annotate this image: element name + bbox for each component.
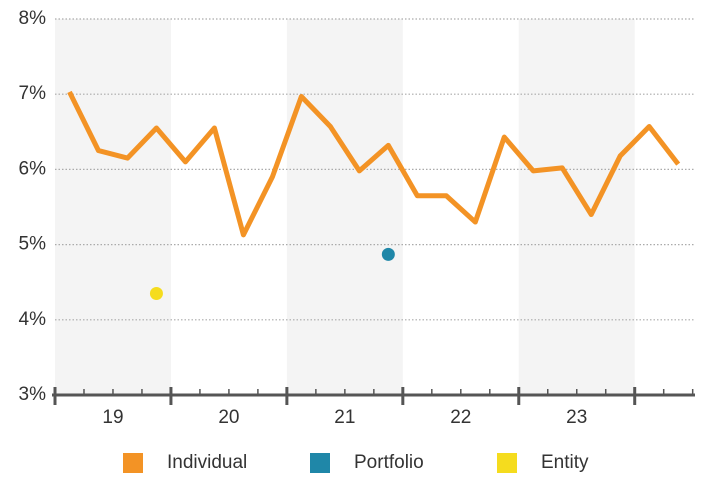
marks [67,90,681,300]
x-tick-label: 23 [566,407,587,428]
x-tick-label: 20 [218,407,239,428]
legend-swatch [310,453,330,473]
legend-swatch [123,453,143,473]
y-tick-label: 7% [19,83,47,104]
year-band [55,19,171,395]
y-tick-label: 4% [19,309,47,330]
legend-label: Portfolio [354,452,424,473]
x-tick-label: 21 [334,407,355,428]
series-point [149,286,163,300]
y-tick-label: 8% [19,8,47,29]
y-tick-label: 6% [19,158,47,179]
legend-label: Entity [541,452,589,473]
y-tick-label: 5% [19,234,47,255]
grid [55,18,695,321]
series-line [67,90,681,238]
y-tick-label: 3% [19,384,47,405]
legend-swatch [497,453,517,473]
year-band [518,19,635,395]
series-point [381,247,395,261]
x-tick-label: 19 [102,407,123,428]
x-tick-label: 22 [450,407,471,428]
legend-label: Individual [167,452,247,473]
bands [55,19,635,395]
year-band [286,19,403,395]
